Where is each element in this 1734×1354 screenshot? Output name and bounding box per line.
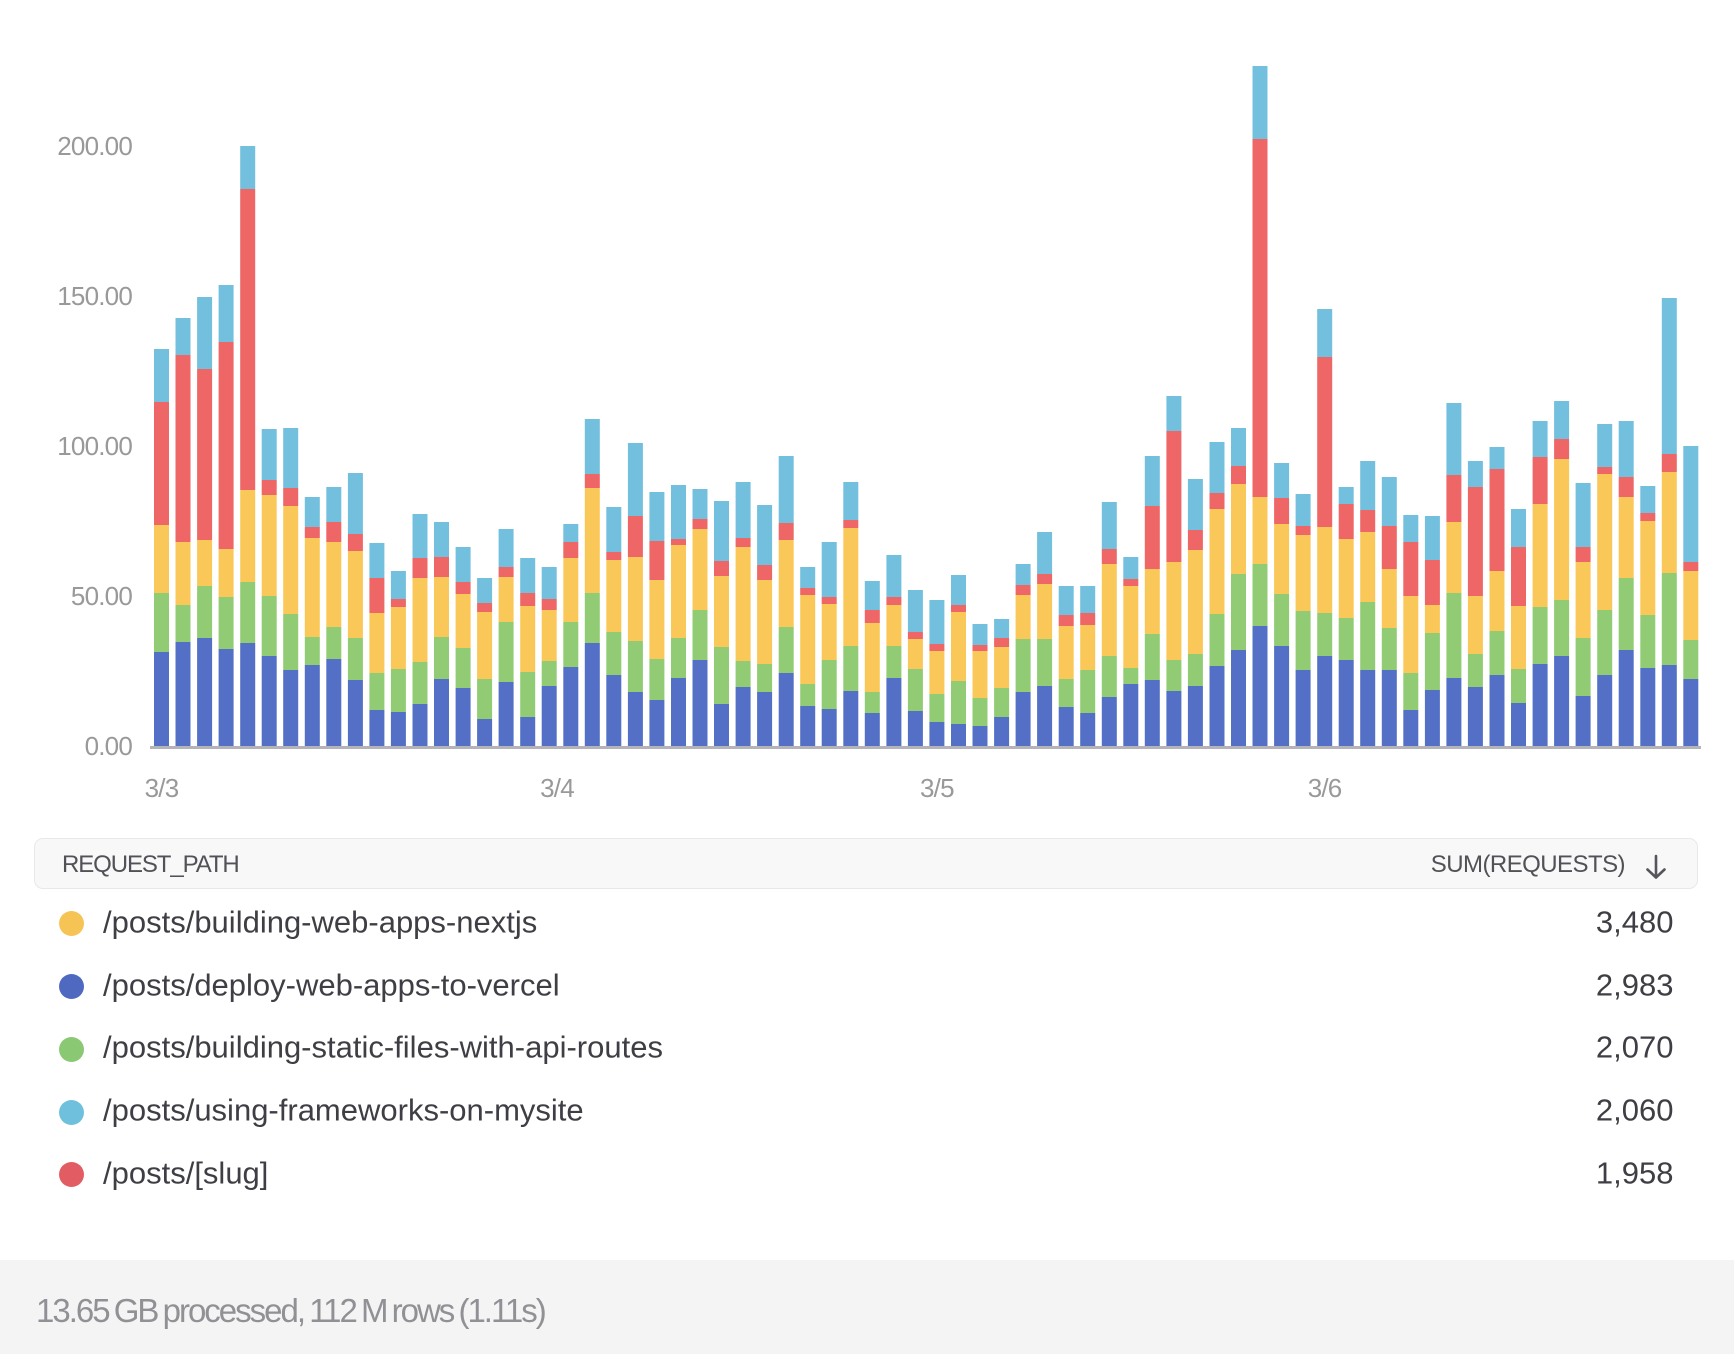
svg-text:100.00: 100.00 xyxy=(57,431,132,461)
svg-text:150.00: 150.00 xyxy=(57,281,132,311)
svg-text:3/4: 3/4 xyxy=(540,773,574,803)
svg-text:50.00: 50.00 xyxy=(71,581,132,611)
svg-text:0.00: 0.00 xyxy=(85,731,133,761)
svg-text:3/5: 3/5 xyxy=(920,773,954,803)
svg-text:3/6: 3/6 xyxy=(1308,773,1342,803)
svg-text:3/3: 3/3 xyxy=(145,773,179,803)
svg-text:200.00: 200.00 xyxy=(57,131,132,161)
